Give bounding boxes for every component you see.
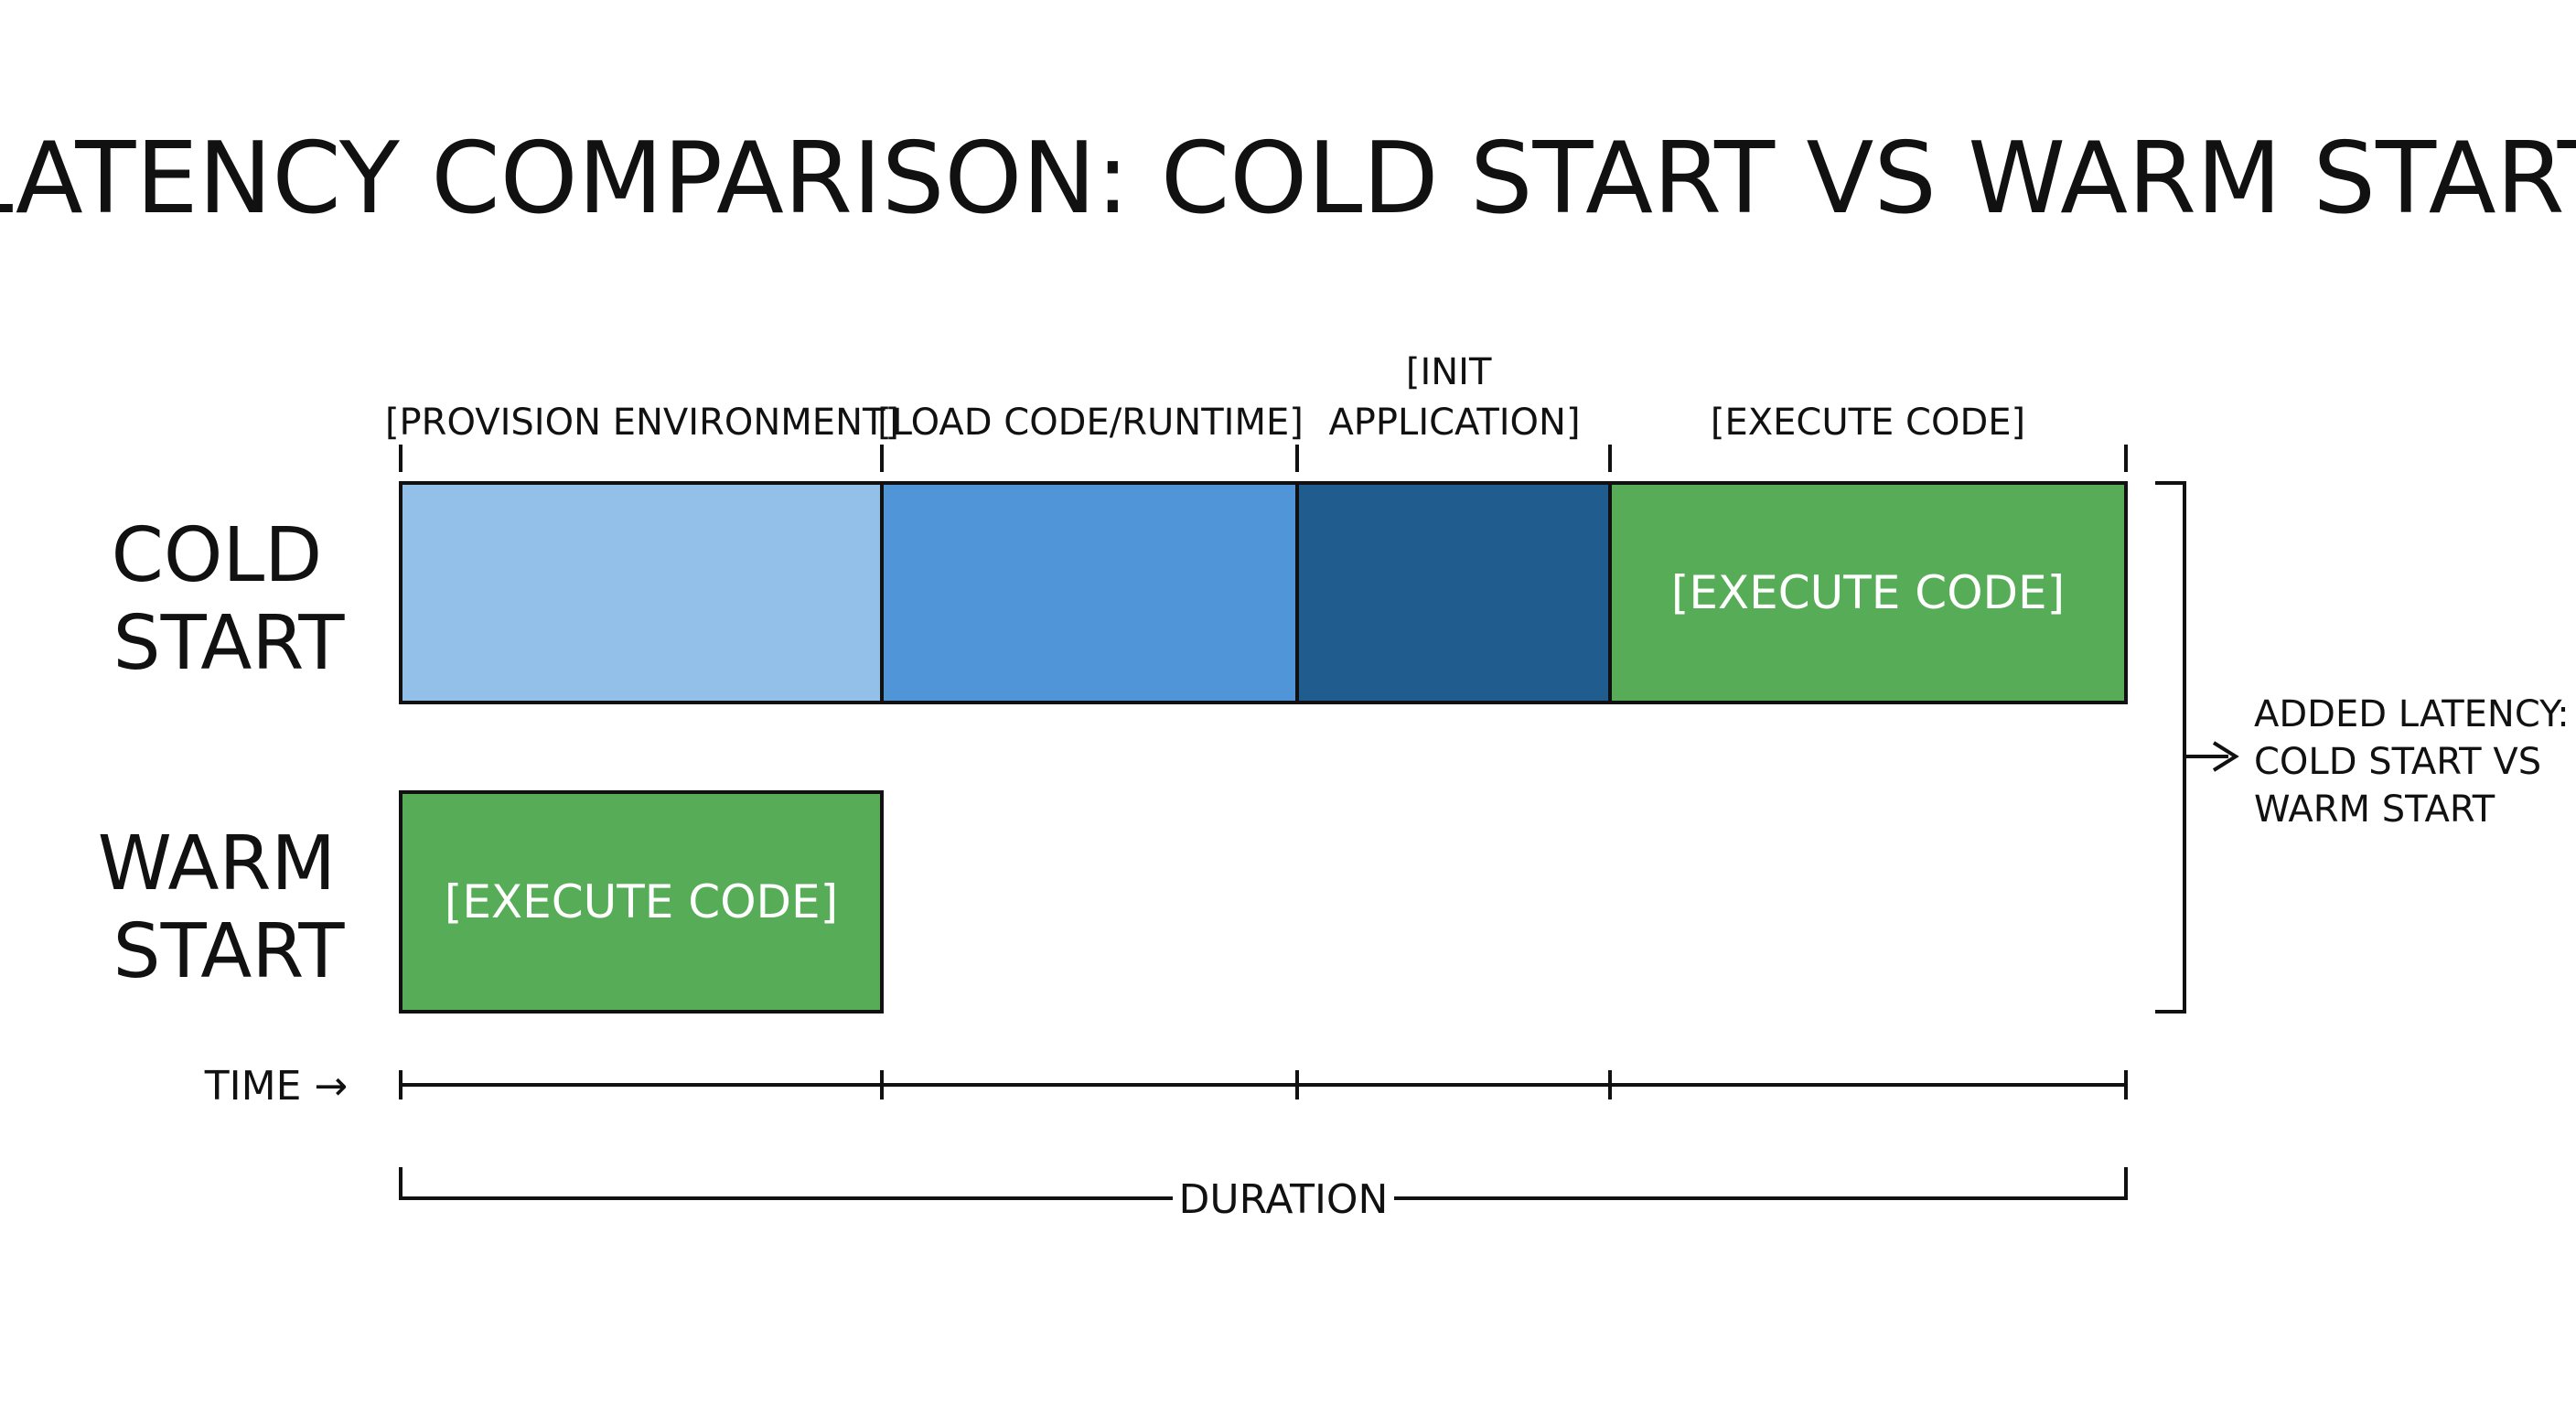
phase-boundary-ticks	[399, 445, 2128, 472]
time-axis-label: TIME →	[204, 1063, 348, 1110]
duration-label: DURATION	[1179, 1176, 1389, 1223]
duration-bracket-right	[1394, 1167, 2128, 1200]
duration-bracket-left	[399, 1167, 1173, 1200]
cold-start-label: COLD START	[112, 512, 347, 687]
added-latency-annotation: ADDED LATENCY: COLD START VS WARM START	[2155, 481, 2576, 1014]
phase-label-provision: [PROVISION ENVIRONMENT]	[385, 402, 899, 444]
warm-start-label: WARM START	[98, 820, 360, 995]
phase-labels: [PROVISION ENVIRONMENT] [LOAD CODE/RUNTI…	[385, 351, 2025, 444]
added-latency-bracket	[2155, 481, 2186, 1014]
warm-start-bar: [EXECUTE CODE]	[399, 790, 884, 1014]
warm-execute-code-label: [EXECUTE CODE]	[445, 875, 838, 928]
cold-start-bar: [EXECUTE CODE]	[399, 481, 2128, 704]
load-code-runtime-segment	[880, 481, 1299, 704]
execute-code-segment	[1608, 481, 2128, 704]
arrow-right-icon	[2212, 741, 2239, 772]
diagram-title: LATENCY COMPARISON: COLD START VS WARM S…	[0, 122, 2576, 236]
cold-execute-code-label: [EXECUTE CODE]	[1671, 566, 2065, 619]
init-application-segment	[1295, 481, 1612, 704]
added-latency-text: ADDED LATENCY: COLD START VS WARM START	[2254, 693, 2576, 831]
provision-environment-segment	[399, 481, 884, 704]
time-axis: TIME →	[204, 1063, 2128, 1110]
phase-label-load: [LOAD CODE/RUNTIME]	[877, 402, 1304, 444]
warm-execute-code-segment	[399, 790, 884, 1014]
phase-label-execute: [EXECUTE CODE]	[1711, 402, 2025, 444]
duration-bracket: DURATION	[399, 1167, 2128, 1223]
phase-label-init: [INIT APPLICATION]	[1328, 351, 1580, 444]
